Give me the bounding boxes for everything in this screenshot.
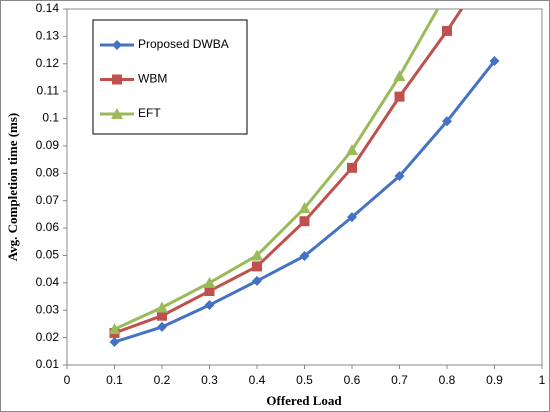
legend-label: WBM	[138, 72, 167, 86]
marker	[347, 162, 357, 173]
marker	[347, 212, 357, 223]
marker	[204, 300, 215, 311]
legend-label: EFT	[138, 106, 161, 120]
plot-lines	[108, 9, 500, 347]
y-tick-label: 0.09	[36, 138, 60, 152]
x-tick-label: 1	[539, 373, 546, 387]
marker	[442, 25, 452, 36]
y-axis-label: Avg. Completion time (ms)	[5, 113, 20, 262]
x-tick-label: 0.1	[106, 373, 123, 387]
marker	[252, 275, 262, 286]
y-tick-label: 0.11	[37, 83, 60, 97]
x-tick-label: 0.9	[486, 373, 503, 387]
marker	[394, 171, 405, 182]
marker	[157, 321, 167, 332]
marker	[109, 336, 120, 347]
y-tick-label: 0.06	[36, 220, 60, 234]
x-tick-label: 0.4	[249, 373, 266, 387]
y-tick-label: 0.04	[36, 275, 60, 289]
y-tick-label: 0.03	[36, 302, 60, 316]
x-tick-label: 0.5	[296, 373, 313, 387]
y-tick-label: 0.02	[36, 330, 60, 344]
marker	[299, 216, 310, 227]
series-line	[113, 9, 440, 331]
marker	[394, 91, 405, 102]
y-tick-label: 0.1	[42, 111, 59, 125]
y-tick-label: 0.07	[36, 193, 60, 207]
marker	[111, 108, 123, 119]
legend-label: Proposed DWBA	[138, 37, 229, 51]
marker	[346, 144, 358, 156]
marker	[489, 56, 500, 67]
marker	[251, 249, 263, 261]
marker	[299, 251, 310, 262]
marker	[112, 74, 122, 85]
marker	[204, 286, 215, 297]
marker	[203, 276, 216, 288]
y-tick-label: 0.13	[36, 29, 60, 43]
marker	[108, 323, 121, 335]
marker	[442, 116, 452, 127]
marker	[112, 40, 122, 50]
marker	[393, 70, 406, 82]
marker	[156, 301, 168, 313]
y-tick-label: 0.01	[36, 357, 60, 371]
y-tick-label: 0.08	[36, 165, 60, 179]
x-tick-label: 0.8	[439, 373, 456, 387]
x-tick-label: 0.6	[344, 373, 361, 387]
x-tick-label: 0	[64, 373, 71, 387]
x-axis-label: Offered Load	[266, 393, 342, 408]
x-tick-label: 0.2	[154, 373, 171, 387]
x-tick-label: 0.7	[391, 373, 408, 387]
y-tick-label: 0.12	[36, 56, 60, 70]
marker	[252, 261, 262, 272]
x-tick-label: 0.3	[201, 373, 218, 387]
marker	[298, 202, 311, 214]
marker	[157, 310, 167, 321]
y-tick-label: 0.14	[36, 1, 60, 15]
y-tick-label: 0.05	[36, 248, 60, 262]
